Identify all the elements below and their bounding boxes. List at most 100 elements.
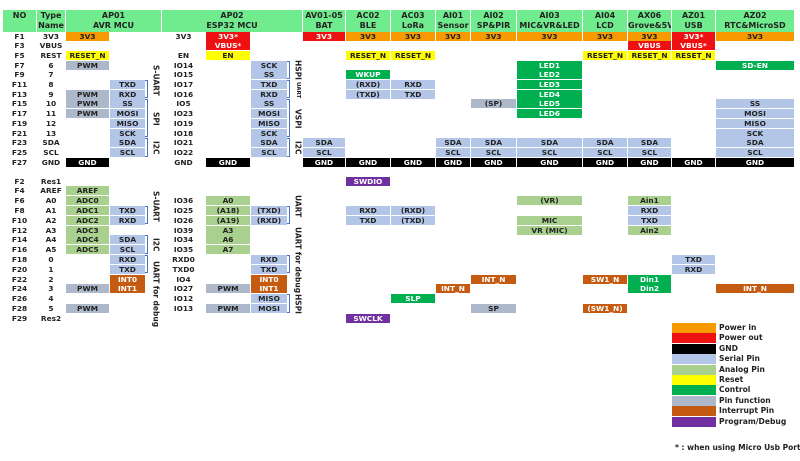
pin-no: F18	[3, 254, 37, 264]
pin-no: F15	[3, 99, 37, 109]
header-line: AV01-05	[305, 11, 343, 20]
pin-cell-a1: GND	[66, 157, 110, 167]
footnote: * : when using Micro Usb Port	[675, 443, 800, 452]
pin-no: F26	[3, 294, 37, 304]
pin-cell-b1: VBUS*	[206, 41, 251, 51]
pin-cell-av: 3V3	[303, 31, 346, 41]
pin-type: 6	[37, 60, 66, 70]
header-ac3: AC03 LoRa	[391, 10, 436, 32]
pin-cell-ai4: RESET_N	[583, 50, 628, 60]
pin-cell-a2: MOSI	[110, 109, 146, 119]
pin-cell-a1: AREF	[66, 186, 110, 196]
legend-swatch-interrupt	[672, 406, 716, 417]
pin-cell-b2: TXD	[251, 80, 288, 89]
pin-esp: RXD0	[162, 254, 206, 264]
pin-esp: 3V3	[162, 31, 206, 41]
pin-no: F7	[3, 60, 37, 70]
group-label-s2_ap01_i2c: I2C	[151, 238, 161, 252]
pin-cell-az1: RXD	[672, 264, 716, 274]
header-ax6: AX06 Grove&5V	[628, 10, 672, 32]
pin-esp: GND	[162, 157, 206, 167]
pin-cell-az2: SDA	[716, 138, 795, 148]
header-line: AI04	[594, 11, 616, 20]
table-row: F20 1 TXD0 TXD TXD RXD	[0, 264, 800, 274]
header-line: USB	[684, 21, 703, 30]
pin-cell-a1: PWM	[66, 284, 110, 294]
pin-esp: IO14	[162, 60, 206, 70]
header-line: Grove&5V	[628, 21, 672, 30]
pin-cell-ax6: VBUS	[628, 41, 672, 51]
pin-cell-b2: TXD	[251, 264, 288, 274]
pin-no: F21	[3, 128, 37, 138]
table-row: F11 8 IO17 TXD TXD (RXD) RXD LED3	[0, 80, 800, 89]
pin-cell-ai3: (VR)	[517, 196, 583, 206]
pin-cell-ai4: SDA	[583, 138, 628, 148]
pin-type: AREF	[37, 186, 66, 196]
legend-swatch-reset	[672, 375, 716, 385]
pin-esp: IO34	[162, 235, 206, 245]
pin-cell-a1: PWM	[66, 109, 110, 119]
pin-cell-ai4: GND	[583, 157, 628, 167]
pin-cell-ax6: Din2	[628, 284, 672, 294]
header-ai3: AI03 MIC&VR&LED	[517, 10, 583, 32]
pin-type: 1	[37, 264, 66, 274]
pin-cell-b1: A7	[206, 245, 251, 255]
pin-cell-ax6: 3V3	[628, 31, 672, 41]
pin-type: VBUS	[37, 41, 66, 51]
pin-cell-ac2: SWCLK	[346, 313, 391, 323]
pin-no: F17	[3, 109, 37, 119]
pin-cell-ai3: LED4	[517, 89, 583, 99]
pin-cell-az1: TXD	[672, 254, 716, 264]
header-ai1: AI01 Sensor	[436, 10, 471, 32]
pin-no: F13	[3, 89, 37, 99]
group-label-s1_ap02_vspi: VSPI	[293, 109, 303, 129]
pin-cell-a1: RESET_N	[66, 50, 110, 60]
table-row: F22 2 IO4 INT0 INT0 INT_N SW1_N Din1	[0, 274, 800, 284]
header-line: LoRa	[401, 21, 425, 30]
table-row: F10 A2 IO26 ADC2 RXD (A19) (RXD) TXD (TXD) MIC TXD	[0, 215, 800, 225]
pin-cell-b1: PWM	[206, 303, 251, 313]
pin-no: F19	[3, 118, 37, 128]
legend-swatch-control	[672, 385, 716, 396]
group-bracket	[287, 294, 290, 313]
group-label-s1_ap02_hspi: HSPI	[293, 60, 303, 81]
pin-no: F9	[3, 70, 37, 80]
table-row: F5 REST EN RESET_N EN RESET_N RESET_N RESET_N RE…	[0, 50, 800, 60]
pin-cell-a2: RXD	[110, 215, 146, 225]
pin-no: F12	[3, 225, 37, 235]
pin-type: 7	[37, 70, 66, 80]
pin-esp: IO16	[162, 89, 206, 99]
pin-cell-b1: A0	[206, 196, 251, 206]
header-line: AP02	[220, 11, 244, 20]
pin-cell-a2: SDA	[110, 138, 146, 148]
pin-cell-ai3: SCL	[517, 147, 583, 157]
group-label-s1_ap02_i2c: I2C	[293, 141, 303, 155]
group-bracket	[287, 205, 290, 225]
header-line: BAT	[315, 21, 333, 30]
pin-cell-b2: SS	[251, 70, 288, 80]
pin-cell-ai2: 3V3	[471, 31, 517, 41]
header-line: AI01	[442, 11, 464, 20]
pin-type: 3V3	[37, 31, 66, 41]
pin-cell-a2: RXD	[110, 89, 146, 99]
header-ap02: AP02 ESP32 MCU	[162, 10, 303, 32]
pin-cell-ac3: 3V3	[391, 31, 436, 41]
pin-no: F11	[3, 80, 37, 89]
group-bracket	[145, 80, 148, 99]
pin-cell-ax6: RXD	[628, 205, 672, 215]
pin-cell-ac2: (RXD)	[346, 80, 391, 89]
pin-cell-ai1: GND	[436, 157, 471, 167]
table-row: F15 10 IO5 PWM SS SS (SP) LED5 SS	[0, 99, 800, 109]
pin-cell-ai3: GND	[517, 157, 583, 167]
header-ac2: AC02 BLE	[346, 10, 391, 32]
group-label-s1_ap01_spi: SPI	[151, 111, 161, 126]
pin-type: A0	[37, 196, 66, 206]
table-row: F9 7 IO15 SS WKUP LED2	[0, 70, 800, 80]
table-row: F27 GND GND GND GND GND GND GND GND GND GND GND GND G…	[0, 157, 800, 167]
pin-esp: IO21	[162, 138, 206, 148]
group-bracket	[145, 99, 148, 138]
pin-type: 8	[37, 80, 66, 89]
pin-no: F3	[3, 41, 37, 51]
table-row: F26 4 IO12 MISO SLP	[0, 294, 800, 304]
header-type: Type Name	[37, 10, 66, 32]
